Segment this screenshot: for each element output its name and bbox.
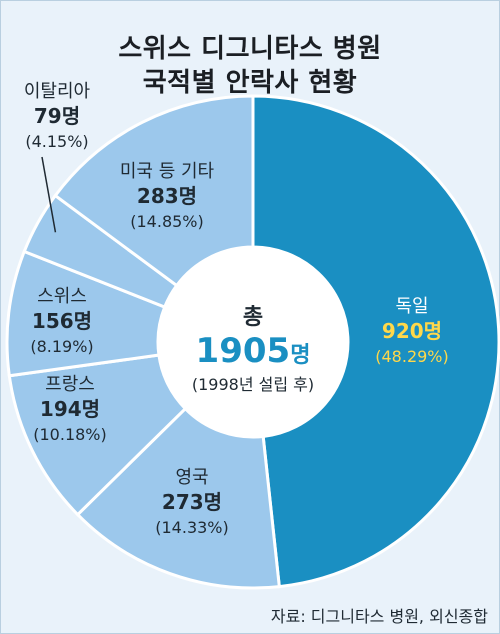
- slice-프랑스: [7, 353, 188, 517]
- slice-label-독일-name: 독일: [395, 296, 428, 317]
- slice-label-미국-등-기타-name: 미국 등 기타: [120, 161, 215, 182]
- slice-label-이탈리아-name: 이탈리아: [24, 81, 91, 102]
- center-note: (1998년 설립 후): [192, 375, 314, 394]
- slice-label-영국-pct: (14.33%): [155, 518, 229, 537]
- source-note: 자료: 디그니타스 병원, 외신종합: [270, 607, 488, 626]
- slice-독일: [251, 94, 500, 589]
- chart-title-line1: 스위스 디그니타스 병원: [118, 34, 382, 64]
- slice-label-미국-등-기타-value: 283명: [137, 184, 197, 208]
- leader-line-italy: [41, 156, 57, 233]
- chart-title-line2: 국적별 안락사 현황: [142, 68, 358, 98]
- center-label: 총: [243, 305, 263, 330]
- slice-label-독일-value: 920명: [382, 319, 442, 343]
- slice-label-프랑스-pct: (10.18%): [33, 425, 107, 444]
- slice-label-이탈리아-value: 79명: [34, 104, 80, 128]
- donut-center: [159, 248, 347, 436]
- center-total: 1905명: [196, 331, 311, 371]
- slice-label-스위스-value: 156명: [32, 309, 92, 333]
- slice-미국-등-기타: [53, 94, 255, 288]
- slice-label-이탈리아-pct: (4.15%): [25, 132, 88, 151]
- slice-label-스위스-name: 스위스: [37, 286, 87, 307]
- slice-label-스위스-pct: (8.19%): [30, 337, 93, 356]
- slice-label-미국-등-기타-pct: (14.85%): [130, 212, 204, 231]
- slice-label-프랑스-name: 프랑스: [45, 374, 95, 395]
- slice-label-영국-name: 영국: [175, 467, 208, 488]
- slice-label-프랑스-value: 194명: [40, 397, 100, 421]
- slice-영국: [75, 406, 281, 590]
- slice-label-영국-value: 273명: [162, 490, 222, 514]
- slice-label-독일-pct: (48.29%): [375, 347, 449, 366]
